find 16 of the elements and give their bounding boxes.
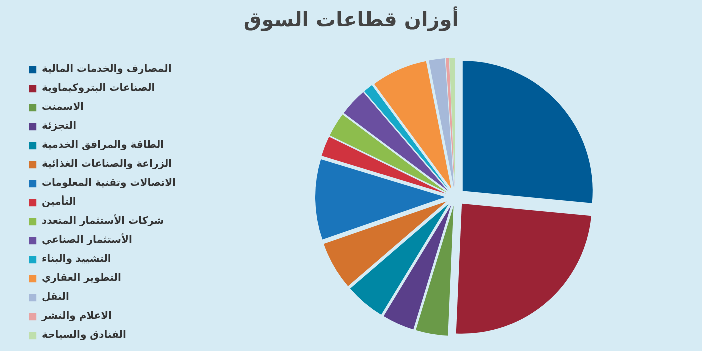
legend-label: الاعلام والنشر <box>42 311 112 322</box>
legend-label: الاسمنت <box>42 102 84 113</box>
legend-label: الزراعة والصناعات الغذائية <box>42 159 172 170</box>
legend-label: التجزئة <box>42 121 77 132</box>
legend-label: شركات الأستثمار المتعدد <box>42 216 164 227</box>
legend-label: التأمين <box>42 197 76 208</box>
chart-title: أوزان قطاعات السوق <box>244 6 460 32</box>
legend-label: الفنادق والسياحة <box>42 330 126 341</box>
legend-label: التطوير العقاري <box>42 273 122 284</box>
legend-label: الأستثمار الصناعي <box>42 235 132 246</box>
legend-label: المصارف والخدمات المالية <box>42 64 172 75</box>
legend-label: الطاقة والمرافق الخدمية <box>42 140 164 151</box>
legend-label: النقل <box>42 292 70 303</box>
legend-label: التشييد والبناء <box>42 254 112 265</box>
legend-label: الصناعات البتروكيماوية <box>42 83 156 94</box>
legend-label: الاتصالات وتقنية المعلومات <box>42 178 176 189</box>
